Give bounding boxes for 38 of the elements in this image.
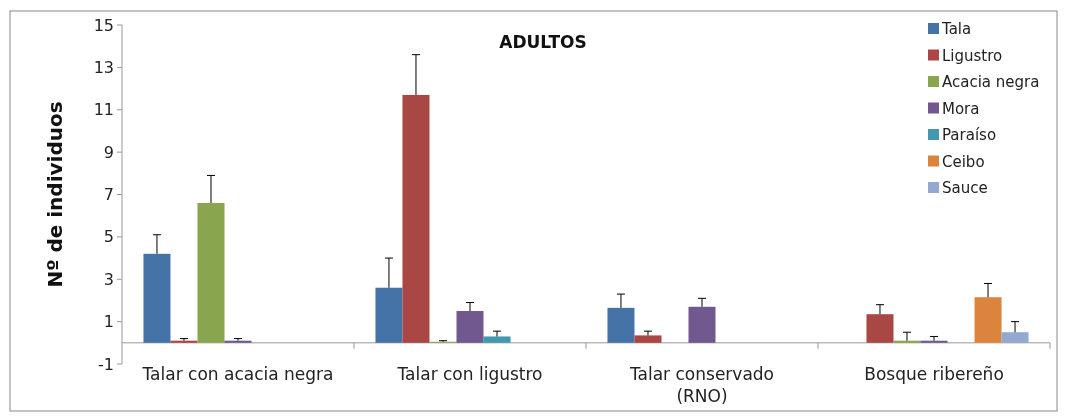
y-tick-label: 1 (103, 312, 114, 332)
y-tick-label: -1 (98, 354, 114, 374)
bar (402, 94, 430, 343)
x-tick-label: Talar conservado (RNO) (628, 364, 775, 406)
bar (1001, 332, 1029, 343)
legend-label: Acacia negra (942, 73, 1040, 92)
chart-title: ADULTOS (499, 32, 587, 52)
legend-label: Ceibo (942, 152, 985, 171)
legend-label: Paraíso (942, 126, 997, 145)
bar (456, 311, 484, 343)
legend-label: Ligustro (942, 46, 1003, 65)
bar (224, 340, 252, 343)
legend-label: Tala (941, 20, 972, 39)
y-tick-label: 5 (103, 227, 114, 247)
bar (607, 307, 635, 343)
bar (866, 314, 894, 343)
bar (170, 340, 198, 343)
bar (197, 202, 225, 343)
y-tick-label: 9 (103, 142, 114, 162)
y-tick-label: 11 (93, 100, 114, 120)
x-tick-label: Bosque ribereño (864, 364, 1004, 384)
bar (634, 335, 662, 343)
legend-label: Mora (942, 99, 980, 118)
bar (143, 253, 171, 343)
bar (688, 306, 716, 343)
y-tick-label: 3 (103, 269, 114, 289)
bar (920, 340, 948, 343)
y-tick-label: 13 (93, 57, 114, 77)
bar (375, 287, 403, 343)
y-axis-title: Nº de individuos (43, 101, 67, 288)
x-tick-label: Talar con ligustro (396, 364, 543, 384)
x-tick-label: Talar con acacia negra (141, 364, 334, 384)
bar (483, 336, 511, 343)
bar (893, 340, 921, 343)
y-tick-label: 7 (103, 185, 114, 205)
bar (974, 297, 1002, 343)
y-tick-label: 15 (93, 15, 114, 35)
legend-label: Sauce (942, 179, 988, 198)
